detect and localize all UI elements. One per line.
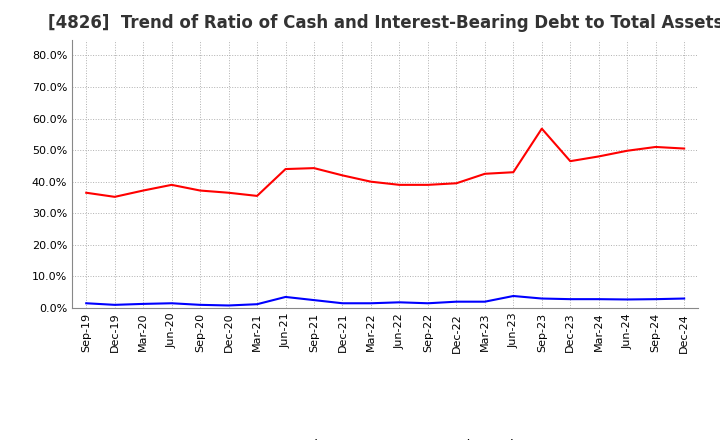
Cash <box>139 188 148 193</box>
Legend: Cash, Interest-Bearing Debt: Cash, Interest-Bearing Debt <box>241 433 529 440</box>
Line: Cash: Cash <box>86 128 684 197</box>
Interest-Bearing Debt <box>225 303 233 308</box>
Interest-Bearing Debt <box>366 301 375 306</box>
Cash <box>366 179 375 184</box>
Interest-Bearing Debt <box>652 297 660 302</box>
Interest-Bearing Debt <box>509 293 518 299</box>
Interest-Bearing Debt <box>480 299 489 304</box>
Cash <box>623 148 631 154</box>
Interest-Bearing Debt <box>110 302 119 308</box>
Interest-Bearing Debt <box>253 301 261 307</box>
Cash <box>652 144 660 150</box>
Cash <box>452 181 461 186</box>
Title: [4826]  Trend of Ratio of Cash and Interest-Bearing Debt to Total Assets: [4826] Trend of Ratio of Cash and Intere… <box>48 15 720 33</box>
Cash <box>167 182 176 187</box>
Interest-Bearing Debt <box>395 300 404 305</box>
Interest-Bearing Debt <box>196 302 204 308</box>
Cash <box>282 166 290 172</box>
Interest-Bearing Debt <box>139 301 148 307</box>
Cash <box>595 154 603 159</box>
Cash <box>509 169 518 175</box>
Interest-Bearing Debt <box>82 301 91 306</box>
Cash <box>253 193 261 198</box>
Interest-Bearing Debt <box>566 297 575 302</box>
Interest-Bearing Debt <box>423 301 432 306</box>
Cash <box>82 190 91 195</box>
Cash <box>225 190 233 195</box>
Cash <box>395 182 404 187</box>
Interest-Bearing Debt <box>623 297 631 302</box>
Cash <box>680 146 688 151</box>
Cash <box>480 171 489 176</box>
Cash <box>423 182 432 187</box>
Interest-Bearing Debt <box>282 294 290 300</box>
Cash <box>566 158 575 164</box>
Cash <box>196 188 204 193</box>
Interest-Bearing Debt <box>680 296 688 301</box>
Cash <box>110 194 119 199</box>
Interest-Bearing Debt <box>595 297 603 302</box>
Cash <box>310 165 318 171</box>
Line: Interest-Bearing Debt: Interest-Bearing Debt <box>86 296 684 305</box>
Interest-Bearing Debt <box>338 301 347 306</box>
Interest-Bearing Debt <box>452 299 461 304</box>
Interest-Bearing Debt <box>310 297 318 303</box>
Cash <box>338 173 347 178</box>
Cash <box>537 126 546 131</box>
Interest-Bearing Debt <box>537 296 546 301</box>
Interest-Bearing Debt <box>167 301 176 306</box>
